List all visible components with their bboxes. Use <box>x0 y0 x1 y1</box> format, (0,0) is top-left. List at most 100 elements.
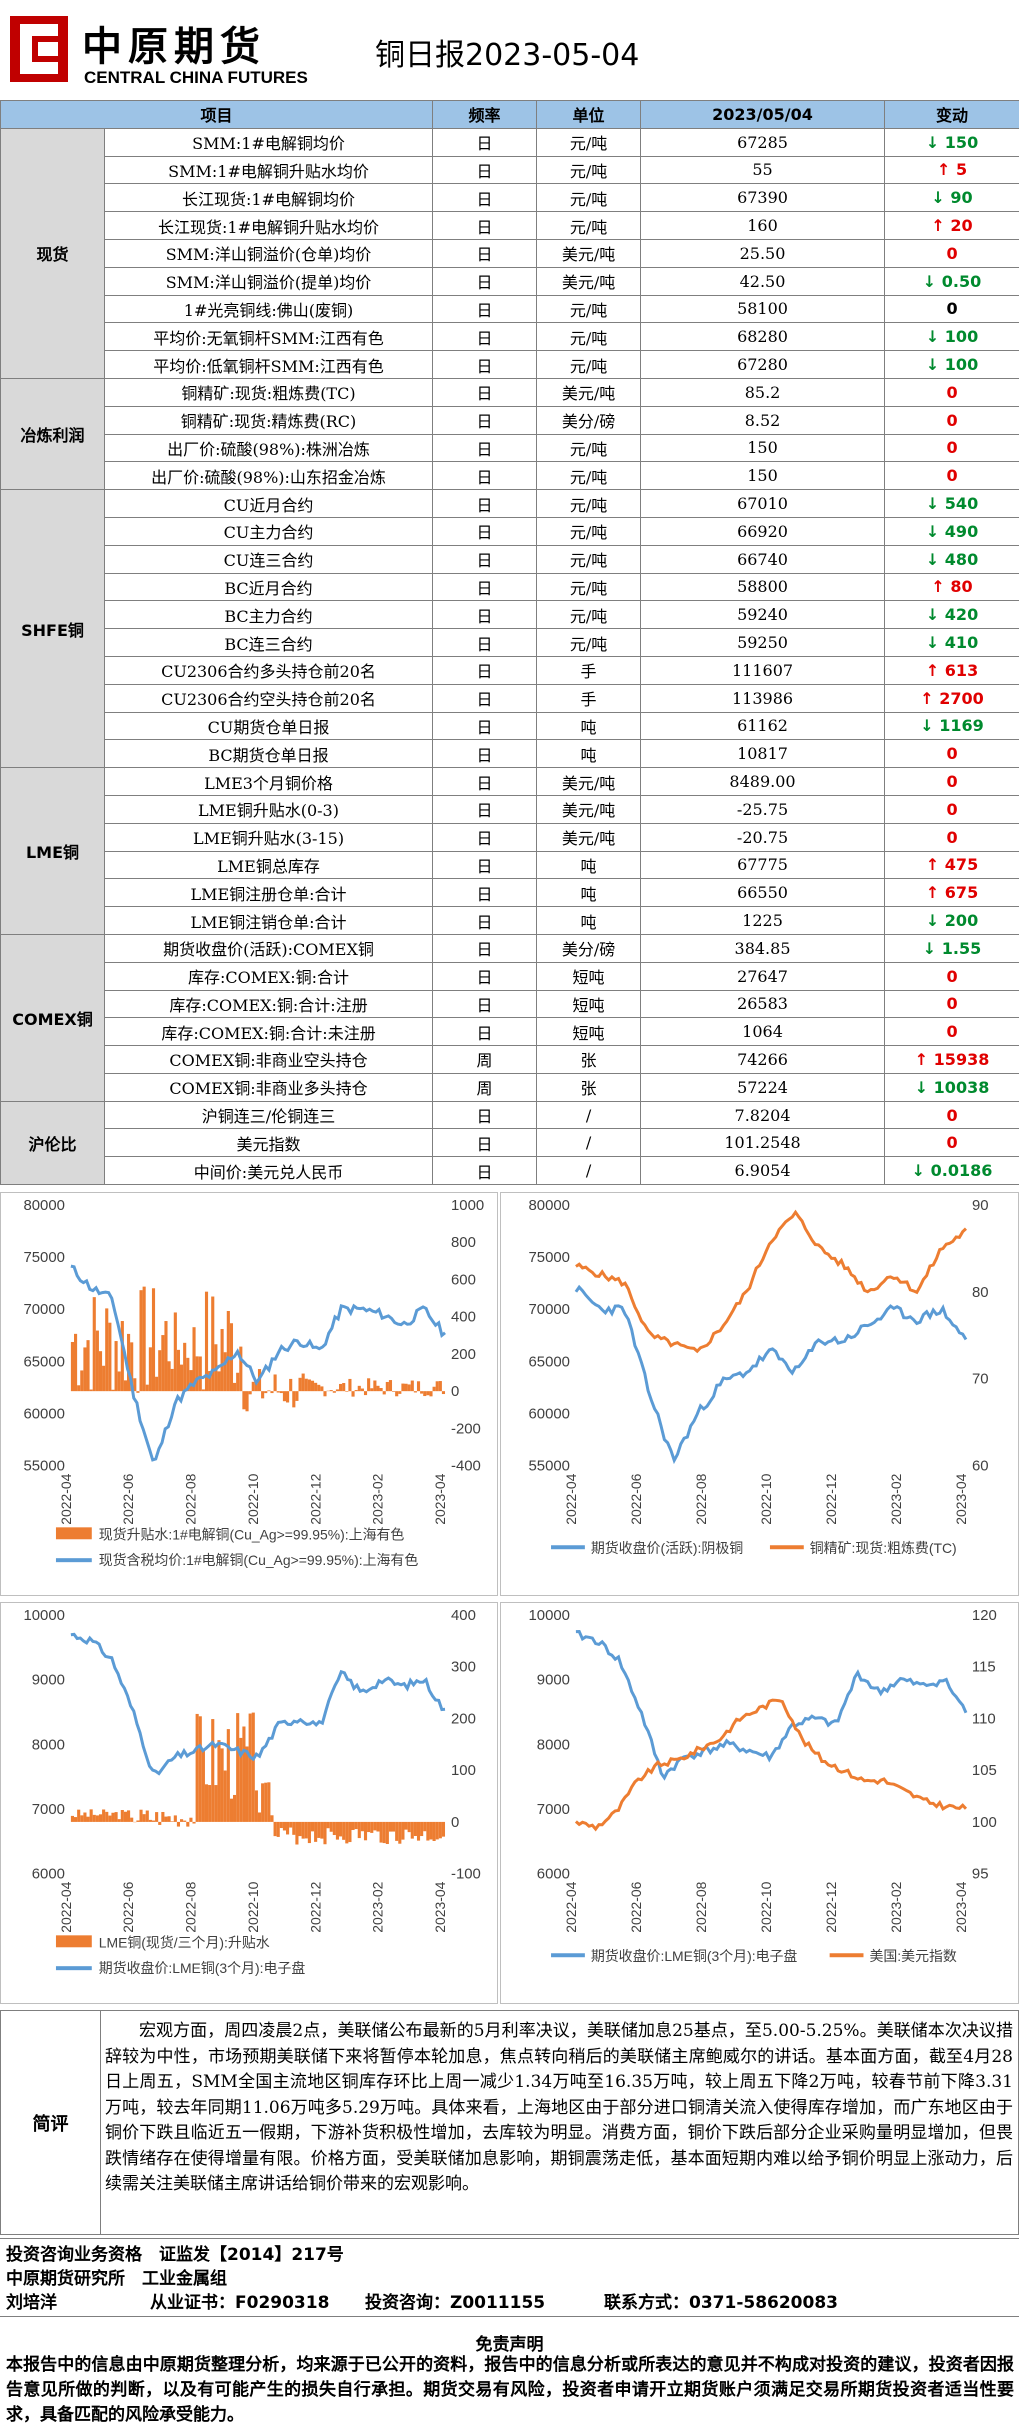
unit: 元/吨 <box>536 433 642 463</box>
spread-bar <box>279 1391 283 1394</box>
table-row: 冶炼利润 铜精矿:现货:粗炼费(TC) 日美元/吨 85.2 0 <box>0 377 1019 491</box>
spread-bar <box>98 1351 103 1392</box>
unit: 元/吨 <box>536 600 642 630</box>
y-right-tick-label: 200 <box>451 1346 476 1363</box>
frequency: 日 <box>432 572 538 602</box>
spread-bar <box>317 1384 321 1392</box>
change-number: 0 <box>946 772 958 792</box>
x-tick-label: 2022-06 <box>120 1881 136 1932</box>
frequency: 日 <box>432 544 538 574</box>
change-value: ↑ 15938 <box>884 1045 1019 1074</box>
spread-bar <box>80 1815 84 1822</box>
frequency: 日 <box>432 266 538 296</box>
spread-bar <box>423 1391 427 1397</box>
frequency: 日 <box>432 155 538 185</box>
spread-bar <box>320 1821 324 1839</box>
spread-bar <box>226 1729 230 1822</box>
spread-bar <box>335 1389 340 1392</box>
change-number: 0 <box>946 243 958 263</box>
frequency: 日 <box>432 1128 538 1158</box>
change-value: ↓ 0.0186 <box>884 1156 1019 1186</box>
spread-bar <box>83 1812 87 1822</box>
arrow-up-icon: ↑ <box>914 1049 929 1069</box>
arrow-down-icon: ↓ <box>922 271 937 291</box>
spread-bar <box>120 1321 124 1392</box>
item-name: COMEX铜:非商业多头持仓 <box>103 1072 434 1102</box>
y-left-tick-label: 8000 <box>537 1736 570 1753</box>
spread-bar <box>117 1371 121 1392</box>
change-number: 0 <box>946 966 958 986</box>
spread-bar <box>111 1812 115 1822</box>
spread-bar <box>236 1713 240 1822</box>
x-tick-label: 2022-06 <box>628 1473 644 1524</box>
frequency: 日 <box>432 767 538 796</box>
change-number: 0 <box>946 827 958 847</box>
table-row: 美元指数日/101.2548 0 <box>1 1128 1019 1158</box>
x-tick-label: 2022-04 <box>563 1881 579 1932</box>
unit: 元/吨 <box>536 489 642 518</box>
item-name: 中间价:美元兑人民币 <box>103 1156 434 1186</box>
spread-bar <box>335 1821 340 1840</box>
chart-lme-spread: 6000 7000 8000 9000 10000 -100 0 100 200 300 400 20… <box>0 1602 498 2004</box>
value: 67285 <box>640 127 886 157</box>
change-number: 475 <box>944 855 979 875</box>
y-right-tick-label: 1000 <box>451 1197 484 1214</box>
change-value: ↓ 200 <box>884 906 1019 935</box>
y-right-tick-label: 90 <box>972 1197 989 1214</box>
change-number: 0.0186 <box>930 1161 993 1181</box>
y-left-tick-label: 9000 <box>537 1672 570 1689</box>
x-tick-label: 2022-08 <box>183 1473 199 1524</box>
spread-bar <box>273 1374 277 1392</box>
table-row: BC期货仓单日报日吨 10817 0 <box>1 739 1019 769</box>
spread-bar <box>382 1391 386 1395</box>
spread-bar <box>130 1342 134 1392</box>
spread-bar <box>432 1386 436 1392</box>
change-number: 0 <box>946 1133 958 1153</box>
change-value: ↓ 10038 <box>884 1072 1019 1102</box>
qualification-line: 投资咨询业务资格 证监发【2014】217号 <box>6 2245 344 2265</box>
legend-swatch <box>55 1558 92 1563</box>
table-row: 中间价:美元兑人民币日/6.9054 ↓ 0.0186 <box>1 1156 1019 1186</box>
spread-bar <box>273 1821 277 1837</box>
arrow-down-icon: ↓ <box>925 549 940 569</box>
spread-bar <box>339 1383 343 1392</box>
unit: / <box>536 1100 642 1130</box>
change-value: 0 <box>884 794 1019 824</box>
spread-bar <box>86 1340 90 1392</box>
x-tick-label: 2022-04 <box>58 1473 74 1524</box>
frequency: 日 <box>432 600 538 630</box>
unit: 手 <box>536 683 642 713</box>
legend-label: 期货收盘价:LME铜(3个月):电子盘 <box>99 1960 306 1976</box>
arrow-down-icon: ↓ <box>925 633 940 653</box>
spread-bar <box>441 1391 446 1395</box>
spread-bar <box>183 1820 187 1822</box>
legend-label: 铜精矿:现货:粗炼费(TC) <box>810 1540 957 1556</box>
spread-bar <box>77 1809 81 1822</box>
spread-bar <box>136 1820 140 1822</box>
unit: 张 <box>536 1072 642 1102</box>
spread-bar <box>167 1816 171 1822</box>
item-name: 库存:COMEX:铜:合计 <box>103 961 434 991</box>
col-header-freq: 频率 <box>432 100 538 129</box>
change-number: 480 <box>944 549 979 569</box>
table-row: 平均价:低氧铜杆SMM:江西有色日元/吨 67280 ↓ 100 <box>1 350 1019 379</box>
spread-bar <box>248 1713 252 1822</box>
spread-bar <box>401 1383 405 1392</box>
x-tick-label: 2022-12 <box>823 1473 839 1524</box>
change-value: 0 <box>884 433 1019 463</box>
change-value: ↑ 5 <box>884 155 1019 185</box>
spread-bar <box>420 1391 424 1394</box>
spread-bar <box>261 1783 265 1822</box>
spread-bar <box>323 1391 327 1397</box>
change-number: 15938 <box>933 1049 990 1069</box>
spread-bar <box>423 1821 427 1832</box>
y-right-tick-label: 60 <box>972 1458 989 1475</box>
spread-bar <box>354 1390 358 1392</box>
unit: 元/吨 <box>536 322 642 352</box>
arrow-down-icon: ↓ <box>925 494 940 514</box>
table-row: COMEX铜 期货收盘价(活跃):COMEX铜日美分/磅 384.85 ↓ 1.55 <box>0 933 1019 1102</box>
table-row: CU2306合约多头持仓前20名日手 111607 ↑ 613 <box>1 655 1019 685</box>
chart-futures-tc: 55000 60000 65000 70000 75000 80000 60 70 80 90 20… <box>500 1192 1019 1596</box>
value: 8489.00 <box>640 767 886 796</box>
spread-bar <box>167 1361 171 1392</box>
